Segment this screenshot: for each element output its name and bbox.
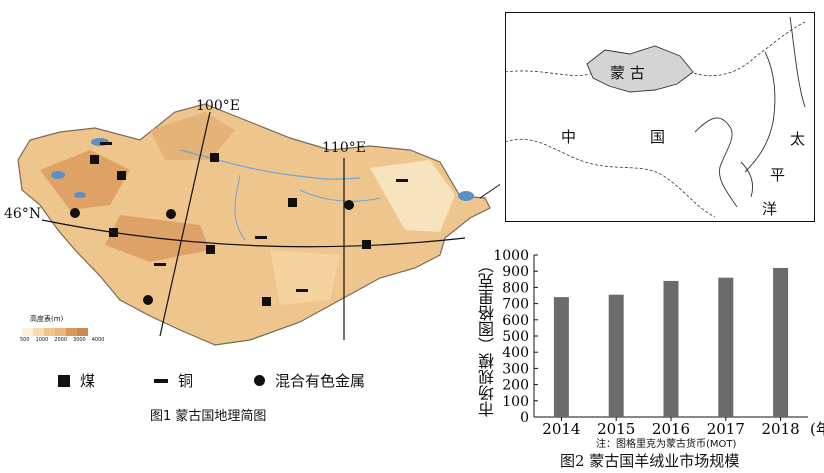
mongolia-land: [17, 103, 491, 346]
y-tick-label: 200: [502, 378, 529, 394]
metal-dot-icon: [254, 375, 265, 386]
latitude-46-line: [41, 219, 466, 248]
elevation-legend-title: 高度表(m): [30, 315, 64, 323]
bar-2017: [718, 277, 734, 417]
x-tick-label: 2018: [762, 420, 800, 438]
bar-2016: [663, 280, 679, 417]
legend-metal: 混合有色金属: [254, 370, 365, 391]
inset-label-pacific-1: 太: [790, 130, 806, 148]
x-tick-label: 2015: [597, 420, 635, 438]
inset-label-china-2: 国: [650, 128, 666, 146]
longitude-100-line: [159, 111, 211, 337]
bar-2014: [553, 297, 569, 417]
y-tick-label: 400: [502, 345, 529, 361]
x-axis-unit: (年): [810, 420, 824, 438]
lat-46-label: 46°N: [4, 206, 42, 222]
inset-mongolia-shape: [586, 45, 694, 93]
lon-110-label: 110°E: [322, 140, 366, 156]
bar-2015: [608, 294, 624, 417]
coal-square-icon: [58, 374, 70, 387]
inset-label-mongolia: 蒙 古: [610, 64, 645, 82]
inset-label-china-1: 中: [561, 128, 577, 146]
elevation-legend: [22, 328, 88, 336]
y-tick-label: 100: [502, 394, 529, 410]
x-tick-label: 2016: [652, 420, 690, 438]
metal-markers: [70, 200, 354, 305]
y-tick-label: 0: [520, 410, 529, 426]
figure1-caption: 图1 蒙古国地理简图: [150, 409, 267, 424]
inset-label-pacific-2: 平: [770, 166, 786, 184]
inset-locator-map: [505, 12, 815, 222]
legend-copper: 铜: [154, 370, 193, 391]
legend-coal: 煤: [58, 370, 95, 391]
inset-label-pacific-3: 洋: [762, 200, 778, 218]
x-tick-label: 2017: [707, 420, 745, 438]
elevation-legend-ticks: 500 1000 2000 3000 4000: [20, 337, 105, 343]
coal-markers: [90, 153, 371, 306]
mongolia-map: [17, 103, 500, 346]
copper-bar-icon: [154, 378, 168, 383]
bar-2018: [773, 267, 789, 417]
y-tick-label: 500: [502, 329, 529, 345]
y-tick-label: 700: [502, 297, 529, 313]
y-tick-label: 300: [502, 361, 529, 377]
chart-ylabel: 市场规模（图格里克）: [478, 257, 497, 417]
chart-note: 注：图格里克为蒙古货币(MOT): [596, 439, 737, 450]
chart-title: 图2 蒙古国羊绒业市场规模: [560, 452, 740, 470]
y-tick-label: 900: [502, 264, 529, 280]
y-tick-label: 1000: [493, 248, 529, 264]
lon-100-label: 100°E: [196, 98, 240, 114]
x-tick-label: 2014: [542, 420, 580, 438]
copper-markers: [100, 142, 408, 292]
y-tick-label: 800: [502, 280, 529, 296]
y-tick-label: 600: [502, 313, 529, 329]
